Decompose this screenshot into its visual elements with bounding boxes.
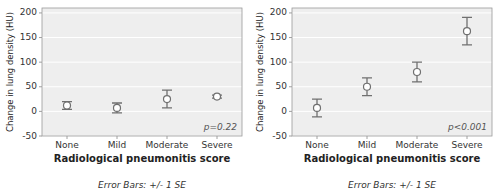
plot-frame: [292, 8, 492, 136]
x-tick: [167, 136, 168, 139]
mean-marker: [414, 69, 421, 76]
x-tick: [117, 136, 118, 139]
y-tick: [289, 62, 292, 63]
mean-marker: [214, 93, 221, 100]
error-bar: [62, 102, 72, 110]
grid-line: [42, 111, 242, 112]
caption: Error Bars: +/- 1 SE: [98, 180, 186, 190]
plot-frame: [42, 8, 242, 136]
y-axis-label: Change in lung density (HU): [5, 12, 15, 132]
y-tick: [289, 86, 292, 87]
y-tick: [289, 37, 292, 38]
x-tick: [67, 136, 68, 139]
chart: -50 0 50 100 150 200 None Mild Moderate Severe p=0…: [0, 0, 500, 196]
mean-marker: [364, 83, 371, 90]
plot-background: [292, 8, 492, 136]
x-tick: [217, 136, 218, 139]
error-bar: [112, 103, 122, 113]
x-tick: [417, 136, 418, 139]
mean-marker: [114, 104, 121, 111]
grid-line: [42, 37, 242, 38]
x-tick: [467, 136, 468, 139]
error-bar: [362, 78, 372, 96]
y-tick: [39, 62, 42, 63]
grid-line: [292, 62, 492, 63]
y-tick-label: 150: [270, 32, 287, 42]
mean-marker: [164, 96, 171, 103]
grid-line: [42, 62, 242, 63]
y-tick: [39, 136, 42, 137]
error-bar: [162, 90, 172, 108]
y-tick: [289, 136, 292, 137]
y-tick-label: 50: [26, 81, 38, 91]
error-bar: [312, 99, 322, 117]
y-tick-label: 0: [281, 106, 287, 116]
y-tick-label: 50: [276, 81, 288, 91]
error-bar: [462, 17, 472, 45]
y-tick: [39, 111, 42, 112]
y-tick-label: 0: [31, 106, 37, 116]
grid-line: [292, 12, 492, 13]
y-tick: [39, 86, 42, 87]
y-tick: [39, 37, 42, 38]
x-tick-label: None: [55, 140, 79, 150]
x-tick-label: None: [305, 140, 329, 150]
annotation: p<0.001: [447, 122, 487, 132]
x-tick: [367, 136, 368, 139]
x-tick-label: Moderate: [146, 140, 189, 150]
error-bar: [412, 62, 422, 82]
x-tick-label: Mild: [358, 140, 376, 150]
y-tick-label: -50: [22, 131, 37, 141]
mean-marker: [314, 104, 321, 111]
x-axis-label: Radiological pneumonitis score: [54, 153, 231, 164]
grid-line: [42, 12, 242, 13]
marks: [312, 17, 472, 116]
y-tick-label: 100: [20, 57, 37, 67]
x-tick-label: Mild: [108, 140, 126, 150]
y-tick-label: 200: [270, 7, 287, 17]
y-tick-label: 100: [270, 57, 287, 67]
plot-background: [42, 8, 242, 136]
y-axis-label: Change in lung density (HU): [255, 12, 265, 132]
y-tick-label: -50: [272, 131, 287, 141]
x-tick: [317, 136, 318, 139]
y-tick: [289, 111, 292, 112]
y-tick-label: 200: [20, 7, 37, 17]
annotation: p=0.22: [203, 122, 238, 132]
y-tick: [39, 12, 42, 13]
panel: -50 0 50 100 150 200 None Mild Moderate Severe p<0…: [255, 7, 493, 190]
mean-marker: [64, 102, 71, 109]
grid-line: [292, 37, 492, 38]
y-tick: [289, 12, 292, 13]
marks: [62, 90, 222, 113]
x-axis-label: Radiological pneumonitis score: [304, 153, 481, 164]
y-tick-label: 150: [20, 32, 37, 42]
x-tick-label: Moderate: [396, 140, 439, 150]
panel: -50 0 50 100 150 200 None Mild Moderate Severe p=0…: [5, 7, 243, 190]
x-tick-label: Severe: [201, 140, 233, 150]
mean-marker: [464, 28, 471, 35]
grid-line: [292, 111, 492, 112]
caption: Error Bars: +/- 1 SE: [348, 180, 436, 190]
grid-line: [42, 86, 242, 87]
x-tick-label: Severe: [451, 140, 483, 150]
grid-line: [292, 86, 492, 87]
